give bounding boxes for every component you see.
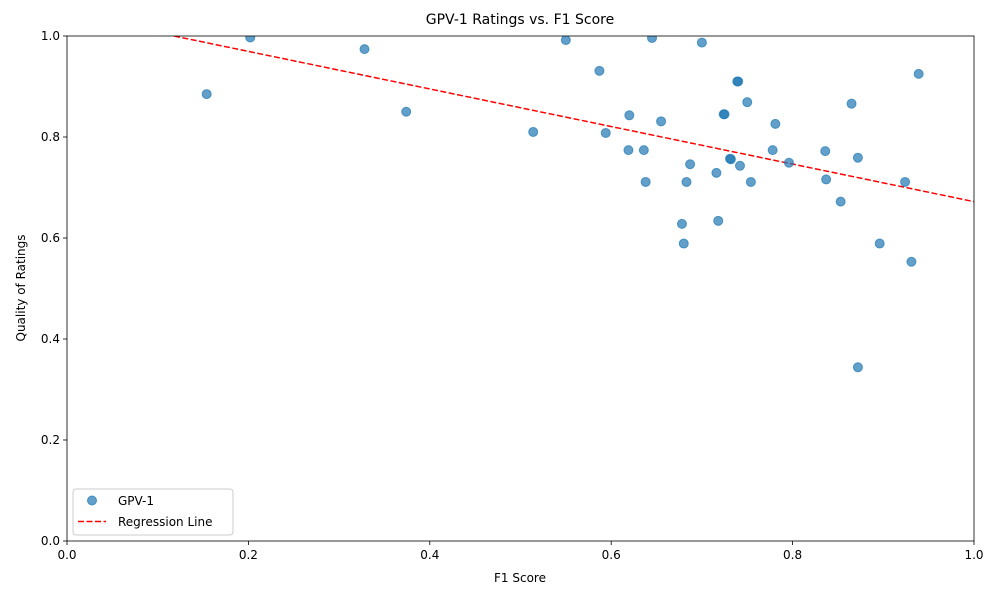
- data-point: [594, 65, 605, 76]
- data-point: [359, 44, 370, 55]
- legend-label-line: Regression Line: [118, 515, 212, 529]
- data-point: [846, 98, 857, 109]
- y-axis-label: Quality of Ratings: [14, 234, 28, 341]
- x-tick-label: 0.2: [239, 548, 258, 562]
- data-point: [852, 362, 863, 373]
- legend: GPV-1 Regression Line: [72, 488, 234, 536]
- data-point: [852, 152, 863, 163]
- data-point: [528, 126, 539, 137]
- x-tick-label: 1.0: [964, 548, 983, 562]
- data-point: [681, 176, 692, 187]
- data-point: [734, 160, 745, 171]
- y-tick-label: 0.8: [41, 130, 60, 144]
- data-point: [656, 116, 667, 127]
- data-point: [821, 174, 832, 185]
- data-point: [733, 76, 744, 87]
- data-point: [835, 196, 846, 207]
- x-axis-label: F1 Score: [494, 571, 546, 585]
- y-tick-label: 0.6: [41, 231, 60, 245]
- data-point: [647, 36, 658, 44]
- legend-label-scatter: GPV-1: [118, 494, 154, 508]
- data-point: [638, 145, 649, 156]
- y-tick-label: 0.4: [41, 332, 60, 346]
- data-point: [742, 97, 753, 108]
- data-point: [711, 167, 722, 178]
- data-point: [678, 238, 689, 249]
- data-point: [770, 118, 781, 129]
- data-point: [600, 127, 611, 138]
- data-point: [745, 176, 756, 187]
- data-point: [560, 36, 571, 46]
- data-point: [201, 89, 212, 100]
- data-point: [401, 106, 412, 117]
- legend-marker-scatter: [87, 495, 97, 506]
- data-point: [245, 36, 256, 43]
- data-point: [685, 159, 696, 170]
- data-point: [820, 146, 831, 157]
- plot-marks: [173, 36, 974, 373]
- data-point: [725, 154, 736, 165]
- chart-title: GPV-1 Ratings vs. F1 Score: [426, 12, 614, 28]
- y-tick-label: 0.2: [41, 433, 60, 447]
- y-tick-label: 1.0: [41, 29, 60, 43]
- data-point: [624, 110, 635, 121]
- x-tick-label: 0.6: [602, 548, 621, 562]
- axes: 0.0 0.2 0.4 0.6 0.8 1.0 0.0 0.2 0.4 0.6 0.8 1.0: [41, 29, 984, 562]
- plot-area: [173, 36, 974, 373]
- axes-frame: [66, 35, 975, 542]
- data-point: [719, 109, 730, 120]
- data-point: [906, 256, 917, 267]
- data-point: [640, 176, 651, 187]
- data-point: [913, 68, 924, 79]
- regression-line: [173, 36, 974, 203]
- data-point: [676, 218, 687, 229]
- legend-box: [72, 488, 234, 536]
- data-point: [696, 37, 707, 48]
- data-point: [623, 145, 634, 156]
- data-point: [900, 176, 911, 187]
- y-tick-label: 0.0: [41, 534, 60, 548]
- data-point: [874, 238, 885, 249]
- x-tick-label: 0.8: [783, 548, 802, 562]
- data-point: [713, 215, 724, 226]
- data-point: [783, 157, 794, 168]
- data-point: [767, 145, 778, 156]
- x-tick-label: 0.4: [420, 548, 439, 562]
- x-tick-label: 0.0: [57, 548, 76, 562]
